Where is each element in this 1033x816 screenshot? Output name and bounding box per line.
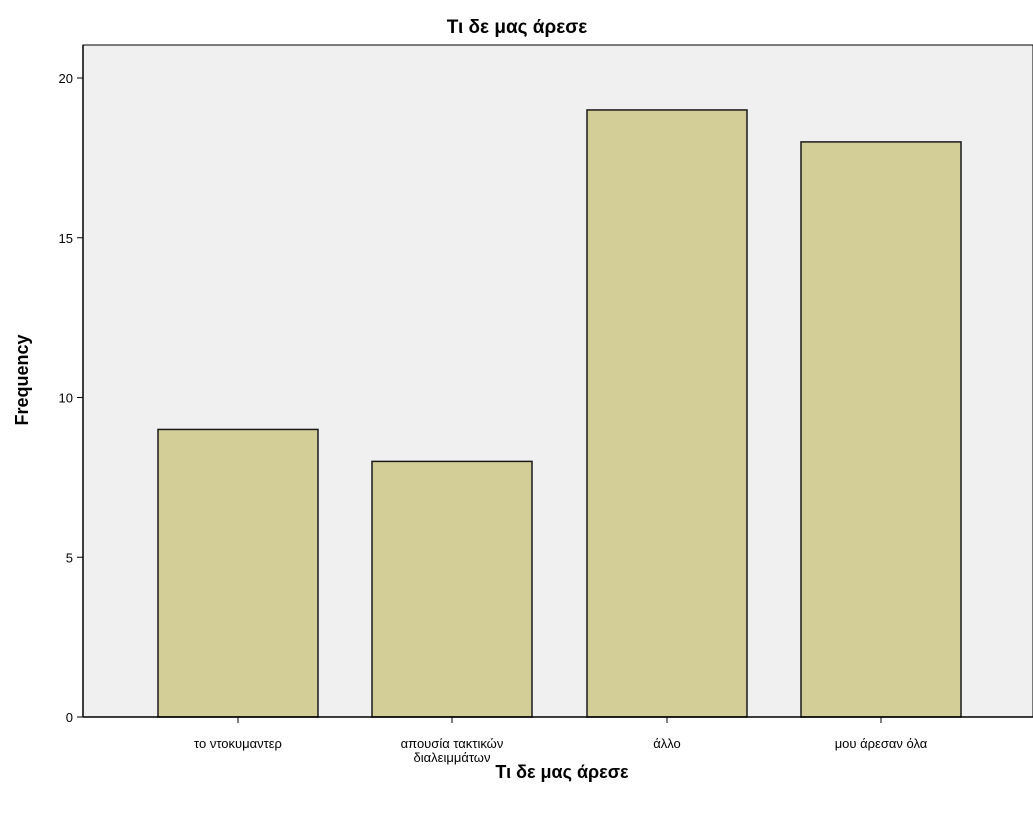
y-tick-label: 20 — [59, 71, 73, 86]
x-tick-label: το ντοκυμαντερ — [194, 736, 282, 751]
x-tick-label: απουσία τακτικών διαλειμμάτων — [401, 736, 504, 765]
x-tick-label: μου άρεσαν όλα — [835, 736, 928, 751]
y-tick-label: 15 — [59, 231, 73, 246]
bars-group — [157, 109, 962, 718]
bar — [157, 428, 319, 718]
bar — [800, 141, 962, 718]
y-tick-label: 5 — [66, 550, 73, 565]
x-tick-label: άλλο — [653, 736, 681, 751]
x-axis: το ντοκυμαντερ απουσία τακτικών διαλειμμάτ… — [83, 716, 1033, 765]
y-axis: 0 5 10 15 20 — [59, 45, 84, 725]
y-tick-label: 0 — [66, 710, 73, 725]
bar — [371, 460, 533, 718]
bar — [586, 109, 748, 718]
x-axis-title: Τι δε μας άρεσε — [495, 762, 629, 782]
chart-title: Τι δε μας άρεσε — [447, 17, 588, 38]
y-axis-title: Frequency — [12, 334, 32, 425]
y-tick-label: 10 — [59, 391, 73, 406]
